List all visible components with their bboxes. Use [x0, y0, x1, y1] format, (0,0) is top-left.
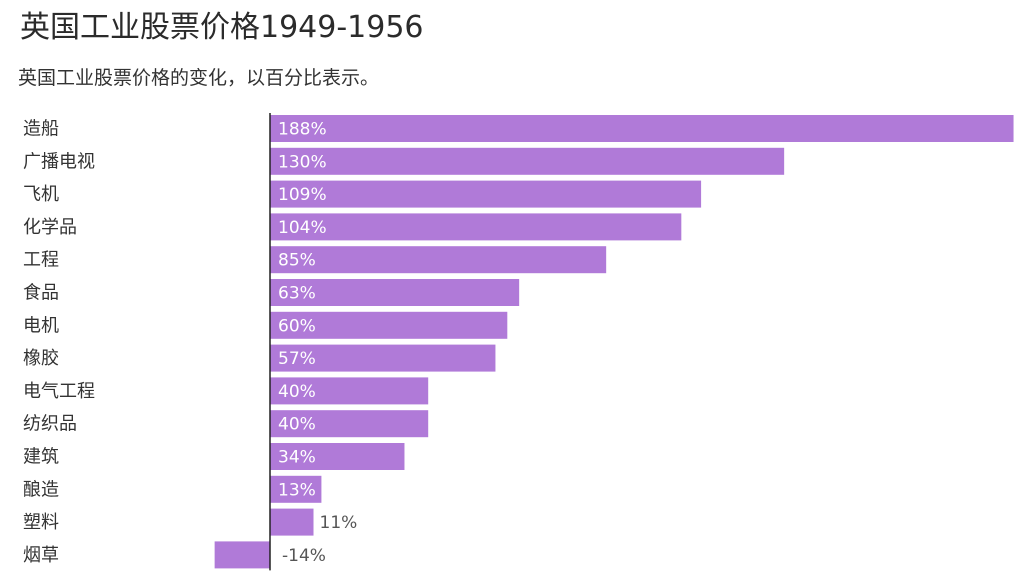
- category-label: 食品: [23, 283, 59, 304]
- chart-title: 英国工业股票价格1949-1956: [20, 10, 424, 45]
- bar: [270, 115, 1014, 142]
- bar: [270, 508, 314, 536]
- category-label: 电气工程: [23, 381, 95, 402]
- bar: [270, 180, 702, 208]
- value-label: 57%: [278, 349, 316, 369]
- category-label: 工程: [23, 250, 59, 271]
- category-label: 化学品: [23, 217, 77, 238]
- value-label: 13%: [278, 480, 316, 500]
- category-label: 造船: [23, 119, 59, 140]
- chart-subtitle: 英国工业股票价格的变化，以百分比表示。: [18, 67, 380, 89]
- value-label: 40%: [278, 415, 316, 435]
- category-label: 建筑: [23, 447, 59, 468]
- value-label: 188%: [278, 120, 327, 140]
- category-label: 酿造: [23, 479, 59, 500]
- bar: [270, 475, 322, 503]
- value-label: 109%: [278, 185, 327, 205]
- value-label: 130%: [278, 152, 327, 172]
- category-label: 电机: [23, 315, 59, 336]
- value-label: 104%: [278, 218, 327, 238]
- bar: [270, 213, 682, 241]
- bar: [270, 410, 429, 438]
- bar: [270, 443, 405, 470]
- bar: [270, 344, 496, 372]
- bar: [270, 377, 429, 405]
- bar: [270, 279, 520, 306]
- value-label: -14%: [282, 546, 326, 566]
- bar: [214, 541, 270, 569]
- value-label: 85%: [278, 251, 316, 271]
- category-label: 烟草: [23, 545, 59, 566]
- bar: [270, 246, 607, 274]
- bar: [270, 311, 508, 339]
- category-label: 塑料: [23, 512, 59, 533]
- value-label: 40%: [278, 382, 316, 402]
- bar: [270, 147, 785, 175]
- value-label: 60%: [278, 316, 316, 336]
- value-label: 63%: [278, 284, 316, 304]
- category-label: 广播电视: [23, 151, 95, 172]
- value-label: 34%: [278, 448, 316, 468]
- value-label: 11%: [320, 513, 358, 533]
- category-label: 飞机: [23, 184, 59, 205]
- category-label: 橡胶: [23, 348, 59, 369]
- category-label: 纺织品: [23, 414, 77, 435]
